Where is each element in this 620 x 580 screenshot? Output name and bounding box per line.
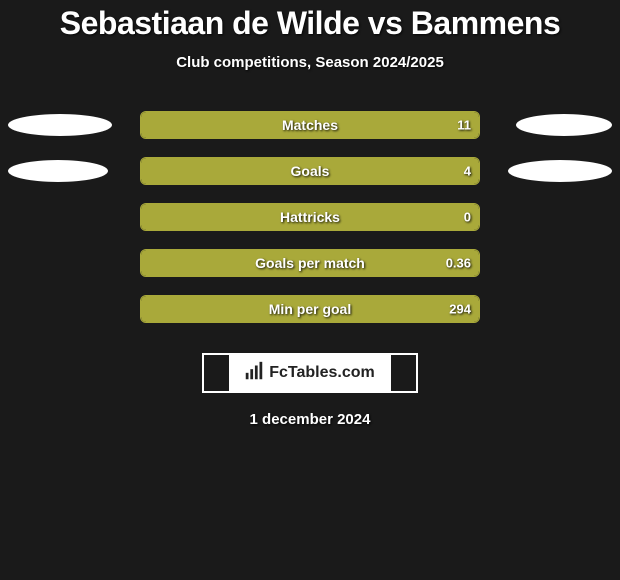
stats-area: Matches 11 Goals 4 Hattricks 0 Goals per match… bbox=[0, 111, 620, 323]
bar-track: Goals 4 bbox=[140, 157, 480, 185]
footer-badge[interactable]: FcTables.com bbox=[202, 353, 418, 393]
right-ellipse bbox=[508, 160, 612, 182]
vs-label: vs bbox=[368, 5, 403, 41]
bar-track: Matches 11 bbox=[140, 111, 480, 139]
stat-label: Hattricks bbox=[280, 209, 340, 225]
bar-track: Min per goal 294 bbox=[140, 295, 480, 323]
stat-label: Matches bbox=[282, 117, 338, 133]
player2-name: Bammens bbox=[411, 5, 560, 41]
bar-track: Hattricks 0 bbox=[140, 203, 480, 231]
right-ellipse bbox=[516, 114, 612, 136]
stat-value-right: 4 bbox=[464, 164, 471, 179]
chart-icon bbox=[243, 360, 265, 387]
bar-track: Goals per match 0.36 bbox=[140, 249, 480, 277]
left-ellipse bbox=[8, 160, 108, 182]
footer-badge-inner: FcTables.com bbox=[229, 354, 391, 393]
stat-row: Goals 4 bbox=[0, 157, 620, 185]
player1-name: Sebastiaan de Wilde bbox=[60, 5, 360, 41]
stat-row: Matches 11 bbox=[0, 111, 620, 139]
stat-value-right: 0.36 bbox=[446, 256, 471, 271]
stat-row: Goals per match 0.36 bbox=[0, 249, 620, 277]
brand-label: FcTables.com bbox=[267, 364, 377, 382]
footer-badge-wrap: FcTables.com bbox=[0, 341, 620, 393]
stat-value-right: 0 bbox=[464, 210, 471, 225]
footer-date: 1 december 2024 bbox=[0, 411, 620, 428]
stat-label: Goals bbox=[291, 163, 330, 179]
stat-row: Min per goal 294 bbox=[0, 295, 620, 323]
comparison-title: Sebastiaan de Wilde vs Bammens bbox=[0, 5, 620, 42]
left-ellipse bbox=[8, 114, 112, 136]
stat-label: Goals per match bbox=[255, 255, 365, 271]
stat-label: Min per goal bbox=[269, 301, 351, 317]
stat-value-right: 11 bbox=[457, 118, 471, 133]
stat-row: Hattricks 0 bbox=[0, 203, 620, 231]
subtitle: Club competitions, Season 2024/2025 bbox=[0, 54, 620, 71]
stat-value-right: 294 bbox=[449, 302, 471, 317]
